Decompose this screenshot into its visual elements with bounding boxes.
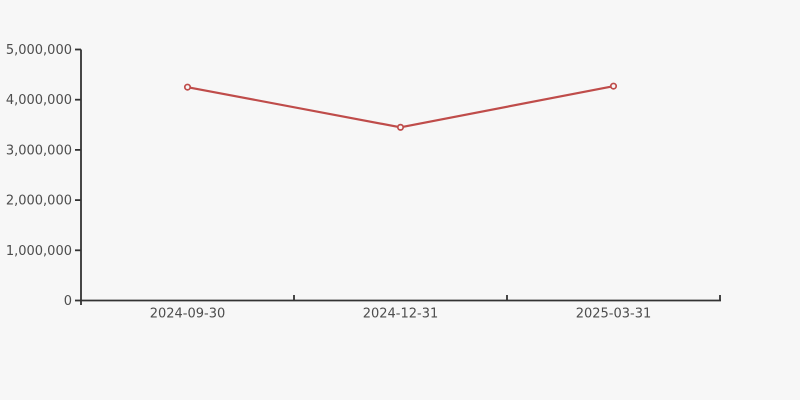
x-axis-tick-label: 2024-09-30 xyxy=(150,307,226,322)
x-axis-tick-label: 2024-12-31 xyxy=(363,307,439,322)
y-axis-tick-label: 4,000,000 xyxy=(6,93,72,108)
y-axis-tick-label: 0 xyxy=(64,294,72,309)
y-axis-tick-label: 5,000,000 xyxy=(6,43,72,58)
y-axis-tick-label: 2,000,000 xyxy=(6,194,72,209)
x-axis-tick-label: 2025-03-31 xyxy=(576,307,652,322)
data-point-marker[interactable] xyxy=(183,83,192,91)
y-axis-tick-label: 1,000,000 xyxy=(6,244,72,259)
data-point-marker[interactable] xyxy=(609,82,618,90)
data-point-marker[interactable] xyxy=(396,123,405,131)
y-axis-tick-label: 3,000,000 xyxy=(6,143,72,158)
